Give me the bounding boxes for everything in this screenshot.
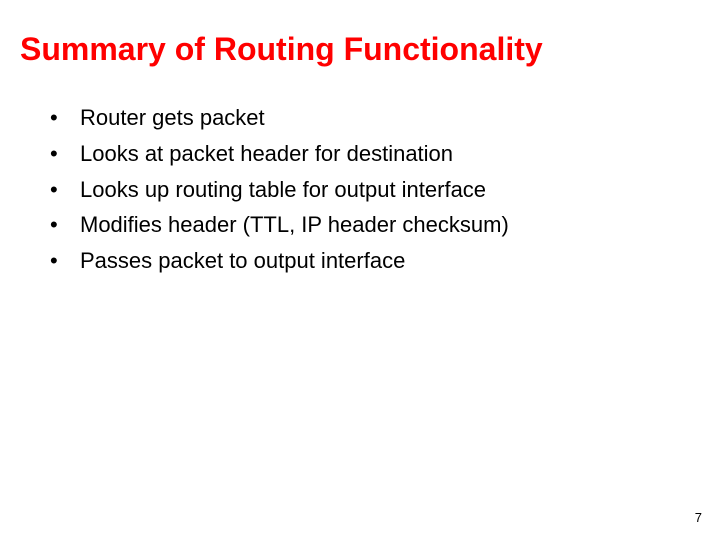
list-item: • Passes packet to output interface	[50, 246, 670, 276]
bullet-marker: •	[50, 175, 80, 205]
list-item: • Looks up routing table for output inte…	[50, 175, 670, 205]
bullet-text: Passes packet to output interface	[80, 246, 670, 276]
list-item: • Router gets packet	[50, 103, 670, 133]
bullet-text: Router gets packet	[80, 103, 670, 133]
bullet-text: Modifies header (TTL, IP header checksum…	[80, 210, 670, 240]
bullet-text: Looks up routing table for output interf…	[80, 175, 670, 205]
bullet-marker: •	[50, 210, 80, 240]
bullet-marker: •	[50, 103, 80, 133]
bullet-text: Looks at packet header for destination	[80, 139, 670, 169]
bullet-marker: •	[50, 246, 80, 276]
bullet-marker: •	[50, 139, 80, 169]
page-number: 7	[695, 510, 702, 525]
list-item: • Looks at packet header for destination	[50, 139, 670, 169]
bullet-list: • Router gets packet • Looks at packet h…	[0, 88, 720, 275]
slide-title: Summary of Routing Functionality	[0, 0, 720, 88]
list-item: • Modifies header (TTL, IP header checks…	[50, 210, 670, 240]
